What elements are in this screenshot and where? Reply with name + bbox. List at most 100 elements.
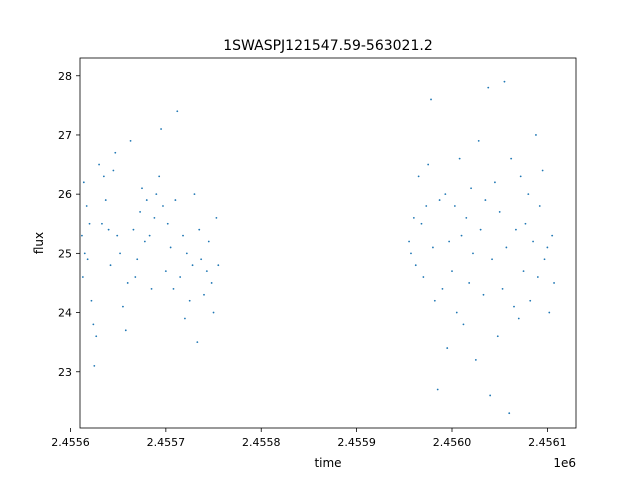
scatter-point bbox=[160, 128, 162, 130]
scatter-point bbox=[541, 169, 544, 172]
scatter-point bbox=[432, 246, 434, 249]
scatter-point bbox=[455, 311, 458, 314]
scatter-point bbox=[153, 216, 156, 219]
x-tick-label: 2.4557 bbox=[147, 436, 186, 449]
scatter-point bbox=[179, 276, 182, 278]
scatter-point bbox=[191, 264, 194, 267]
scatter-point bbox=[519, 175, 522, 178]
scatter-point bbox=[215, 216, 218, 219]
scatter-point bbox=[458, 157, 461, 160]
scatter-point bbox=[427, 163, 430, 166]
scatter-point bbox=[203, 293, 205, 296]
scatter-point bbox=[412, 216, 415, 219]
scatter-point bbox=[116, 234, 119, 237]
scatter-point bbox=[474, 359, 477, 361]
x-axis-offset-label: 1e6 bbox=[553, 456, 576, 470]
scatter-point bbox=[139, 211, 141, 213]
scatter-point bbox=[453, 205, 456, 207]
scatter-point bbox=[479, 228, 482, 231]
scatter-point bbox=[155, 193, 158, 196]
scatter-point bbox=[501, 287, 504, 290]
scatter-point bbox=[126, 282, 129, 284]
scatter-point bbox=[498, 211, 501, 213]
scatter-point bbox=[122, 305, 124, 308]
scatter-point bbox=[491, 258, 493, 261]
scatter-point bbox=[513, 305, 515, 308]
scatter-point bbox=[114, 151, 117, 154]
scatter-point bbox=[119, 252, 121, 255]
scatter-point bbox=[101, 222, 103, 225]
scatter-point bbox=[143, 240, 146, 243]
scatter-point bbox=[158, 175, 161, 178]
scatter-point bbox=[185, 252, 188, 255]
scatter-points bbox=[81, 80, 555, 415]
scatter-point bbox=[176, 110, 179, 113]
scatter-point bbox=[200, 258, 203, 261]
scatter-point bbox=[193, 193, 196, 196]
scatter-point bbox=[529, 299, 532, 302]
scatter-point bbox=[162, 205, 164, 207]
scatter-point bbox=[441, 287, 444, 290]
scatter-point bbox=[438, 199, 441, 201]
chart-title: 1SWASPJ121547.59-563021.2 bbox=[223, 38, 432, 54]
scatter-point bbox=[535, 134, 537, 136]
x-tick-label: 2.4556 bbox=[51, 436, 90, 449]
scatter-point bbox=[148, 234, 151, 237]
scatter-point bbox=[543, 258, 546, 261]
scatter-point bbox=[150, 287, 153, 290]
scatter-point bbox=[446, 347, 449, 349]
scatter-point bbox=[496, 335, 499, 338]
scatter-point bbox=[82, 181, 85, 184]
scatter-point bbox=[141, 187, 143, 190]
scatter-point bbox=[508, 412, 511, 415]
scatter-point bbox=[510, 157, 513, 160]
scatter-point bbox=[548, 311, 551, 314]
scatter-point bbox=[465, 216, 468, 219]
scatter-point bbox=[487, 86, 490, 89]
y-axis: 23 24 25 26 27 28 bbox=[58, 70, 80, 379]
scatter-point bbox=[212, 311, 215, 314]
scatter-point bbox=[85, 205, 88, 207]
scatter-point bbox=[482, 293, 485, 296]
y-axis-label: flux bbox=[32, 232, 46, 254]
scatter-point bbox=[430, 98, 432, 101]
scatter-point bbox=[174, 199, 177, 201]
scatter-point bbox=[444, 193, 447, 196]
scatter-point bbox=[196, 341, 199, 344]
x-tick-label: 2.4561 bbox=[528, 436, 567, 449]
scatter-point bbox=[182, 234, 184, 237]
scatter-point bbox=[448, 240, 451, 243]
scatter-point bbox=[83, 252, 86, 255]
scatter-point bbox=[468, 282, 471, 284]
plot-frame bbox=[79, 57, 577, 429]
scatter-point bbox=[86, 258, 89, 261]
scatter-point bbox=[166, 222, 169, 225]
scatter-point bbox=[164, 270, 167, 273]
scatter-point bbox=[207, 240, 210, 243]
scatter-point bbox=[436, 388, 439, 391]
scatter-point bbox=[408, 240, 410, 243]
scatter-point bbox=[172, 287, 175, 290]
scatter-point bbox=[546, 246, 549, 249]
scatter-point bbox=[553, 282, 555, 284]
scatter-point bbox=[93, 364, 96, 367]
scatter-point bbox=[503, 80, 506, 83]
y-tick-label: 25 bbox=[58, 247, 72, 260]
scatter-point bbox=[489, 394, 492, 397]
scatter-point bbox=[477, 139, 480, 142]
scatter-point bbox=[88, 222, 91, 225]
scatter-point bbox=[136, 258, 139, 261]
scatter-point bbox=[145, 199, 148, 201]
scatter-point bbox=[515, 228, 517, 231]
scatter-point bbox=[425, 205, 428, 207]
scatter-point bbox=[95, 335, 98, 338]
scatter-point bbox=[414, 264, 417, 267]
x-axis-label: time bbox=[314, 456, 341, 470]
scatter-point bbox=[132, 228, 135, 231]
scatter-point bbox=[462, 323, 465, 326]
scatter-point bbox=[198, 228, 201, 231]
scatter-point bbox=[134, 276, 137, 278]
scatter-point bbox=[532, 240, 534, 243]
scatter-point bbox=[551, 234, 554, 237]
scatter-point bbox=[522, 270, 525, 273]
